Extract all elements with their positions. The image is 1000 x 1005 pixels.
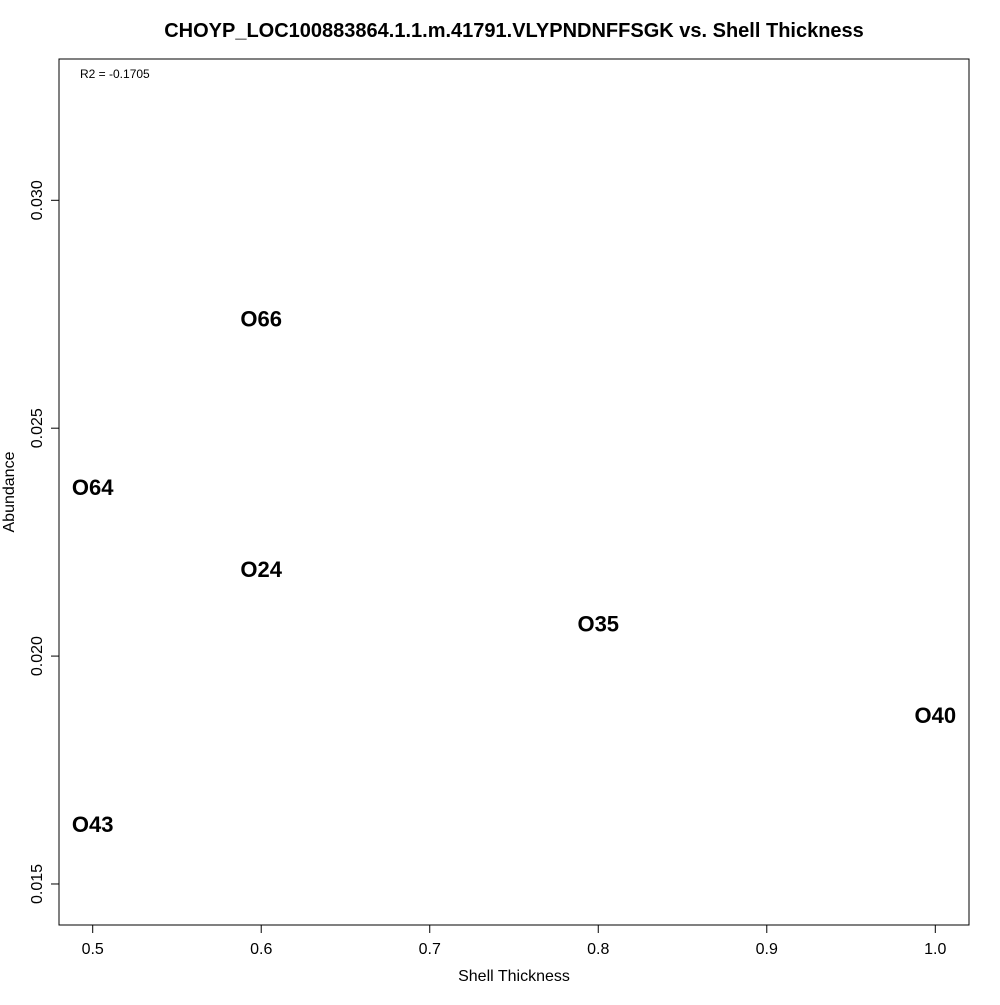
plot-frame (58, 58, 970, 926)
point-label-o24: O24 (240, 557, 282, 582)
y-axis-label: Abundance (1, 451, 18, 532)
x-tick-label: 0.8 (587, 941, 609, 958)
x-tick-label: 0.5 (82, 941, 104, 958)
point-label-o40: O40 (914, 703, 956, 728)
r2-annotation: R2 = -0.1705 (80, 67, 150, 81)
x-tick-label: 0.7 (419, 941, 441, 958)
point-label-o64: O64 (72, 475, 114, 500)
point-label-o35: O35 (577, 612, 619, 637)
y-tick-label: 0.030 (29, 180, 46, 220)
y-tick-label: 0.020 (29, 636, 46, 676)
x-tick-label: 1.0 (924, 941, 946, 958)
point-label-o66: O66 (240, 306, 282, 331)
x-tick-label: 0.6 (250, 941, 272, 958)
point-label-o43: O43 (72, 812, 114, 837)
x-axis-label: Shell Thickness (458, 968, 570, 985)
chart-title: CHOYP_LOC100883864.1.1.m.41791.VLYPNDNFF… (164, 20, 864, 42)
x-axis: 0.5 0.6 0.7 0.8 0.9 1.0 (82, 924, 947, 958)
y-axis: 0.015 0.020 0.025 0.030 (29, 180, 60, 904)
x-tick-label: 0.9 (756, 941, 778, 958)
point-labels: O66 O64 O24 O35 O40 O43 (72, 306, 956, 837)
y-tick-label: 0.025 (29, 408, 46, 448)
y-tick-label: 0.015 (29, 864, 46, 904)
